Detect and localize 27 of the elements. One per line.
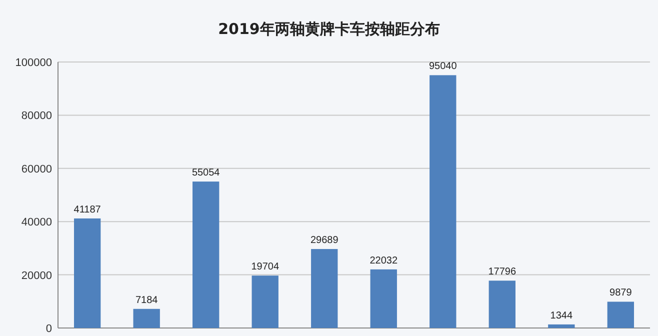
bar	[370, 269, 397, 328]
y-tick-label: 100000	[15, 57, 52, 69]
y-tick-label: 0	[46, 323, 52, 335]
data-label: 19704	[251, 262, 280, 273]
data-label: 9879	[610, 288, 632, 299]
bar	[133, 308, 160, 328]
chart-title: 2019年两轴黄牌卡车按轴距分布	[218, 20, 440, 38]
bar	[607, 302, 634, 328]
bar	[311, 249, 338, 328]
bar	[74, 218, 101, 328]
data-label: 22032	[370, 255, 398, 266]
y-tick-label: 40000	[21, 216, 52, 229]
data-label: 95040	[428, 61, 458, 72]
data-label: 17796	[488, 266, 516, 278]
data-label: 55054	[192, 168, 220, 179]
data-label: 1344	[550, 310, 573, 322]
bar	[548, 324, 575, 328]
bar	[192, 182, 220, 328]
y-tick-label: 20000	[21, 270, 52, 282]
y-tick-label: 60000	[21, 163, 52, 176]
data-label: 29689	[310, 235, 339, 246]
data-label: 7184	[135, 294, 158, 306]
bar	[488, 280, 516, 328]
data-label: 41187	[74, 204, 102, 216]
bar	[252, 276, 278, 328]
y-tick-label: 80000	[21, 110, 52, 122]
bar	[430, 75, 456, 328]
